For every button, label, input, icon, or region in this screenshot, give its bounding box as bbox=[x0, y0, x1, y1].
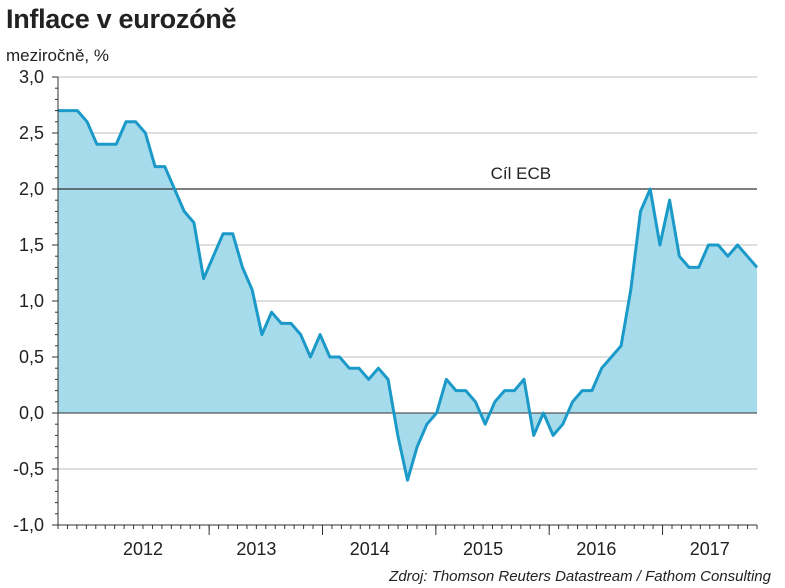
y-tick-label-4: 1,0 bbox=[19, 291, 44, 311]
x-tick-label-2012: 2012 bbox=[123, 539, 163, 559]
y-tick-label-6: 0,0 bbox=[19, 403, 44, 423]
inflation-area-fill bbox=[58, 110, 757, 481]
y-tick-label-8: -1,0 bbox=[13, 515, 44, 535]
y-tick-label-7: -0,5 bbox=[13, 459, 44, 479]
y-tick-label-2: 2,0 bbox=[19, 179, 44, 199]
y-tick-label-3: 1,5 bbox=[19, 235, 44, 255]
x-tick-label-2017: 2017 bbox=[690, 539, 730, 559]
source-note: Zdroj: Thomson Reuters Datastream / Fath… bbox=[389, 568, 771, 585]
x-tick-label-2014: 2014 bbox=[350, 539, 390, 559]
x-tick-label-2015: 2015 bbox=[463, 539, 503, 559]
inflation-line bbox=[58, 109, 759, 482]
ecb-target-label: Cíl ECB bbox=[491, 164, 551, 183]
chart-title: Inflace v eurozóně bbox=[6, 4, 237, 34]
x-tick-label-2013: 2013 bbox=[236, 539, 276, 559]
y-axis-unit-label: meziročně, % bbox=[6, 46, 109, 65]
y-tick-label-0: 3,0 bbox=[19, 67, 44, 87]
x-tick-label-2016: 2016 bbox=[576, 539, 616, 559]
y-tick-label-5: 0,5 bbox=[19, 347, 44, 367]
y-tick-label-1: 2,5 bbox=[19, 123, 44, 143]
